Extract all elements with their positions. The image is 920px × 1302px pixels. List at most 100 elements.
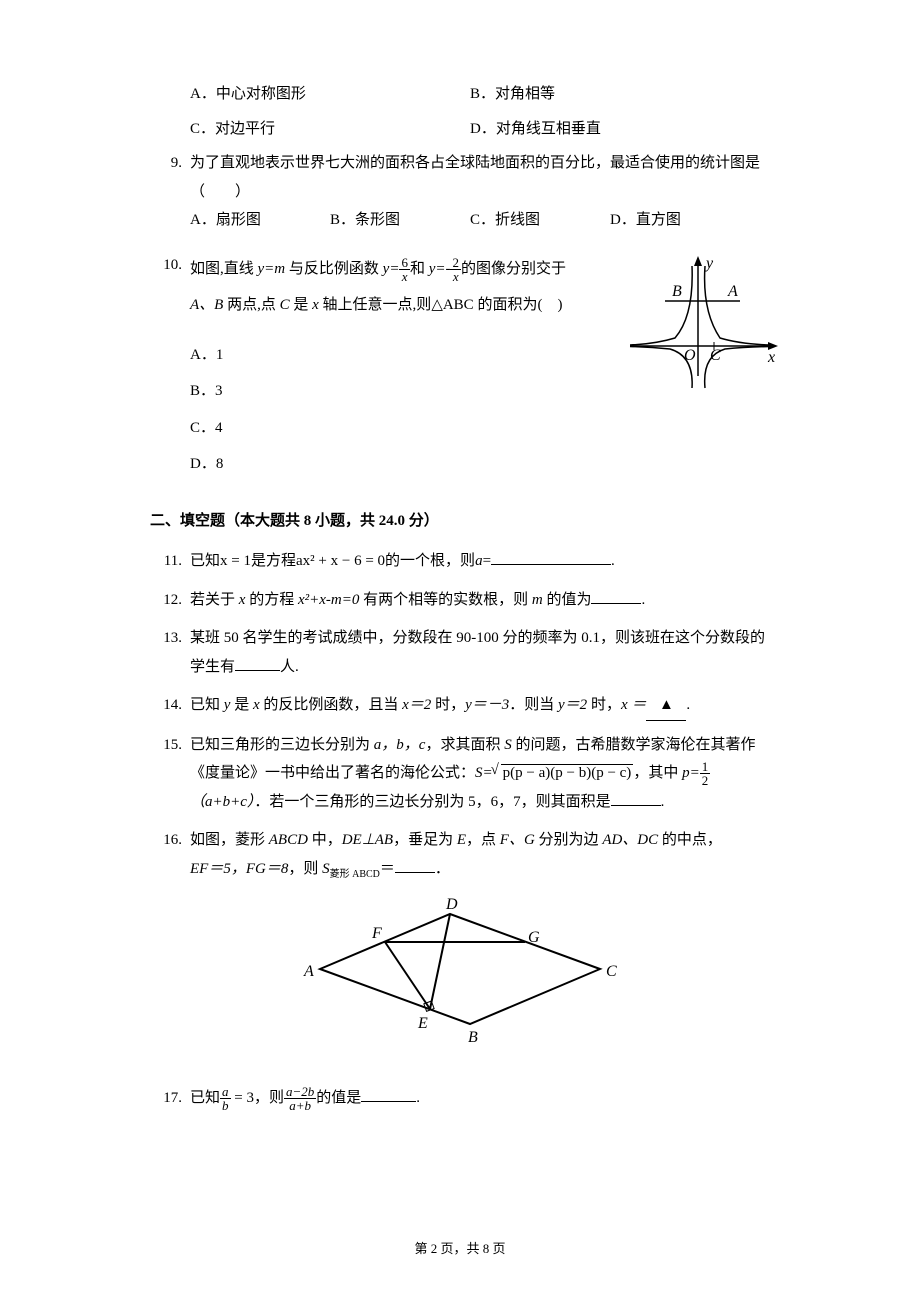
q8-opt-c: C．对边平行 xyxy=(190,115,470,144)
q14-blank: ▲ xyxy=(646,691,686,721)
q12-mid3: 的值为 xyxy=(543,592,592,608)
graph-y: y xyxy=(704,256,714,272)
q9-text: 为了直观地表示世界七大洲的面积各占全球陆地面积的百分比，最适合使用的统计图是（ … xyxy=(190,149,770,206)
q17-f1d: b xyxy=(220,1099,231,1112)
q17-blank xyxy=(361,1101,416,1102)
q10-ab: A、B xyxy=(190,297,223,313)
question-12: 12. 若关于 x 的方程 x²+x-m=0 有两个相等的实数根，则 m 的值为… xyxy=(150,586,770,615)
q14-mid4: ．则当 xyxy=(509,697,558,713)
q11-mid1: 是方程 xyxy=(251,553,296,569)
q11-blank xyxy=(491,564,611,565)
q16-m1: 中， xyxy=(308,832,342,848)
q15-l3: ．若一个三角形的三边长分别为 5，6，7，则其面积是 xyxy=(254,794,610,810)
q14-eq3: y＝2 xyxy=(558,697,587,713)
q12-m: m xyxy=(532,592,543,608)
q15-pparen: （a+b+c） xyxy=(190,794,254,810)
q14-num: 14. xyxy=(150,691,190,721)
q16-l2a: EF＝5，FG＝8 xyxy=(190,861,288,877)
q10-f2-lead: y=- xyxy=(429,261,451,277)
q11-pre: 已知 xyxy=(190,553,220,569)
q17-f2n: a−2b xyxy=(284,1085,316,1099)
graph-A: A xyxy=(727,283,738,300)
q11-mid2: 的一个根，则 xyxy=(385,553,475,569)
q10-opt-c: C．4 xyxy=(190,414,770,443)
q15-num: 15. xyxy=(150,731,190,817)
q17-tail: . xyxy=(416,1090,420,1106)
q10-l2mid2: 是 xyxy=(290,297,313,313)
q16-m4: 分别为边 xyxy=(535,832,603,848)
question-15: 15. 已知三角形的三边长分别为 a，b，c，求其面积 S 的问题，古希腊数学家… xyxy=(150,731,770,817)
q15-l1b: ，求其面积 xyxy=(425,737,504,753)
q16-m2: ，垂足为 xyxy=(393,832,457,848)
q9-num: 9. xyxy=(150,149,190,241)
q10-opt-d: D．8 xyxy=(190,450,770,479)
q16-pre: 如图，菱形 xyxy=(190,832,269,848)
section-2-title: 二、填空题（本大题共 8 小题，共 24.0 分） xyxy=(150,507,770,536)
q11-num: 11. xyxy=(150,547,190,576)
q10-c: C xyxy=(280,297,290,313)
q9-opt-d: D．直方图 xyxy=(610,206,750,235)
question-16: 16. 如图，菱形 ABCD 中，DE⊥AB，垂足为 E，点 F、G 分别为边 … xyxy=(150,826,770,884)
q16-l2b: ，则 xyxy=(288,861,322,877)
q8-opt-a: A．中心对称图形 xyxy=(190,80,470,109)
q9-opt-b: B．条形图 xyxy=(330,206,470,235)
q10-graph: B A O C y x xyxy=(620,256,780,396)
q8-options: A．中心对称图形 B．对角相等 C．对边平行 D．对角线互相垂直 xyxy=(150,80,770,143)
q15-l1: 已知三角形的三边长分别为 xyxy=(190,737,374,753)
fig-A: A xyxy=(303,963,314,980)
q14-mid2: 的反比例函数，且当 xyxy=(260,697,403,713)
question-11: 11. 已知x = 1是方程ax² + x − 6 = 0的一个根，则a=. xyxy=(150,547,770,576)
q10-mid1: 与反比例函数 xyxy=(285,261,383,277)
q14-triangle: ▲ xyxy=(659,697,674,713)
fig-G: G xyxy=(528,929,540,946)
q11-post: = xyxy=(483,553,491,569)
q12-num: 12. xyxy=(150,586,190,615)
q10-l2post: 的面积为( ) xyxy=(474,297,563,313)
q10-eq1: y=m xyxy=(258,261,286,277)
q13-num: 13. xyxy=(150,624,190,681)
q10-l2mid3: 轴上任意一点,则 xyxy=(319,297,432,313)
q12-blank xyxy=(591,603,641,604)
q14-mid3: 时， xyxy=(431,697,465,713)
q16-Ss: 菱形 ABCD xyxy=(330,869,380,880)
q12-pre: 若关于 xyxy=(190,592,239,608)
q10-f1-den: x xyxy=(399,270,410,283)
q17-f1n: a xyxy=(220,1085,231,1099)
q12-eq: x²+x-m=0 xyxy=(298,592,359,608)
q16-m3: ，点 xyxy=(466,832,500,848)
q10-post1: 的图像分别交于 xyxy=(461,261,566,277)
fig-E: E xyxy=(417,1015,428,1032)
q16-blank xyxy=(395,872,435,873)
q16-de: DE⊥AB xyxy=(342,832,393,848)
fig-B: B xyxy=(468,1029,478,1044)
q16-ADDC: AD、DC xyxy=(602,832,658,848)
fig-F: F xyxy=(371,925,382,942)
q10-x: x xyxy=(312,297,319,313)
q10-num: 10. xyxy=(150,251,190,487)
q16-E: E xyxy=(457,832,466,848)
q11-var: a xyxy=(475,553,483,569)
q15-blank xyxy=(611,805,661,806)
q14-x: x xyxy=(253,697,260,713)
q12-mid2: 有两个相等的实数根，则 xyxy=(359,592,532,608)
q8-opt-b: B．对角相等 xyxy=(470,80,750,109)
question-9: 9. 为了直观地表示世界七大洲的面积各占全球陆地面积的百分比，最适合使用的统计图… xyxy=(150,149,770,241)
page-footer: 第 2 页，共 8 页 xyxy=(0,1237,920,1262)
q9-opt-a: A．扇形图 xyxy=(190,206,330,235)
q17-eq: = 3，则 xyxy=(231,1090,284,1106)
q10-and: 和 xyxy=(410,261,429,277)
q8-opt-d: D．对角线互相垂直 xyxy=(470,115,750,144)
q10-tri: △ABC xyxy=(431,297,473,313)
q15-abc: a，b，c xyxy=(374,737,426,753)
q11-tail: . xyxy=(611,553,615,569)
q14-tail: . xyxy=(686,697,690,713)
q15-S: S xyxy=(504,737,512,753)
q11-eq1: x = 1 xyxy=(220,553,251,569)
q16-tail: ． xyxy=(435,861,450,877)
q16-eq: ＝ xyxy=(380,861,395,877)
q13-tail: 人. xyxy=(280,659,299,675)
q13-text: 某班 50 名学生的考试成绩中，分数段在 90-100 分的频率为 0.1，则该… xyxy=(190,630,765,675)
q10-f2-num: 2 xyxy=(450,256,461,270)
q15-l2a: ，其中 xyxy=(633,765,678,781)
q17-f2d: a+b xyxy=(284,1099,316,1112)
